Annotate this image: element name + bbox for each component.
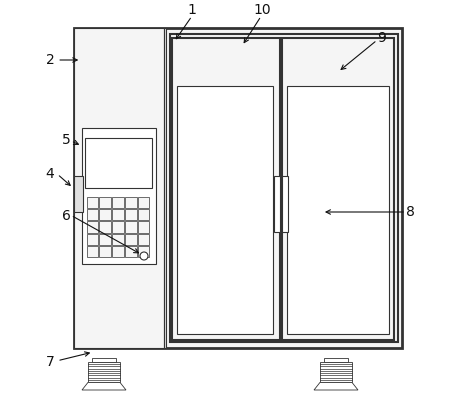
Text: 6: 6 [62,209,71,223]
Bar [125,234,137,245]
Bar [112,197,124,208]
Text: 9: 9 [378,31,387,45]
Bar [87,221,98,232]
Bar [99,234,111,245]
Bar [87,209,98,220]
Circle shape [140,252,148,260]
Text: 1: 1 [188,3,197,17]
Bar [74,28,402,348]
Text: 10: 10 [253,3,271,17]
Bar [125,209,137,220]
Text: 4: 4 [45,167,54,181]
Bar [282,176,288,232]
Bar [177,86,273,334]
Bar [138,246,149,258]
Text: 2: 2 [45,53,54,67]
Bar [74,176,83,212]
Bar [164,28,166,348]
Polygon shape [314,382,358,390]
Bar [74,28,164,348]
Text: 5: 5 [62,133,70,147]
Bar [99,221,111,232]
Text: 7: 7 [45,355,54,369]
Bar [138,209,149,220]
Bar [99,197,111,208]
Bar [138,221,149,232]
Polygon shape [82,382,126,390]
Bar [287,86,389,334]
Bar [85,138,153,188]
Bar [282,38,394,340]
Bar [112,246,124,258]
Bar [112,209,124,220]
Bar [112,234,124,245]
Text: 8: 8 [406,205,415,219]
Bar [274,176,280,232]
Bar [112,221,124,232]
Bar [99,246,111,258]
Bar [138,197,149,208]
Bar [87,197,98,208]
Bar [138,234,149,245]
Bar [324,358,348,362]
Bar [125,197,137,208]
Bar [125,246,137,258]
Bar [170,34,398,342]
Bar [87,246,98,258]
Bar [82,128,156,264]
Bar [87,234,98,245]
Bar [172,38,280,340]
Bar [88,362,120,382]
Bar [320,362,352,382]
Bar [99,209,111,220]
Bar [125,221,137,232]
Bar [92,358,116,362]
